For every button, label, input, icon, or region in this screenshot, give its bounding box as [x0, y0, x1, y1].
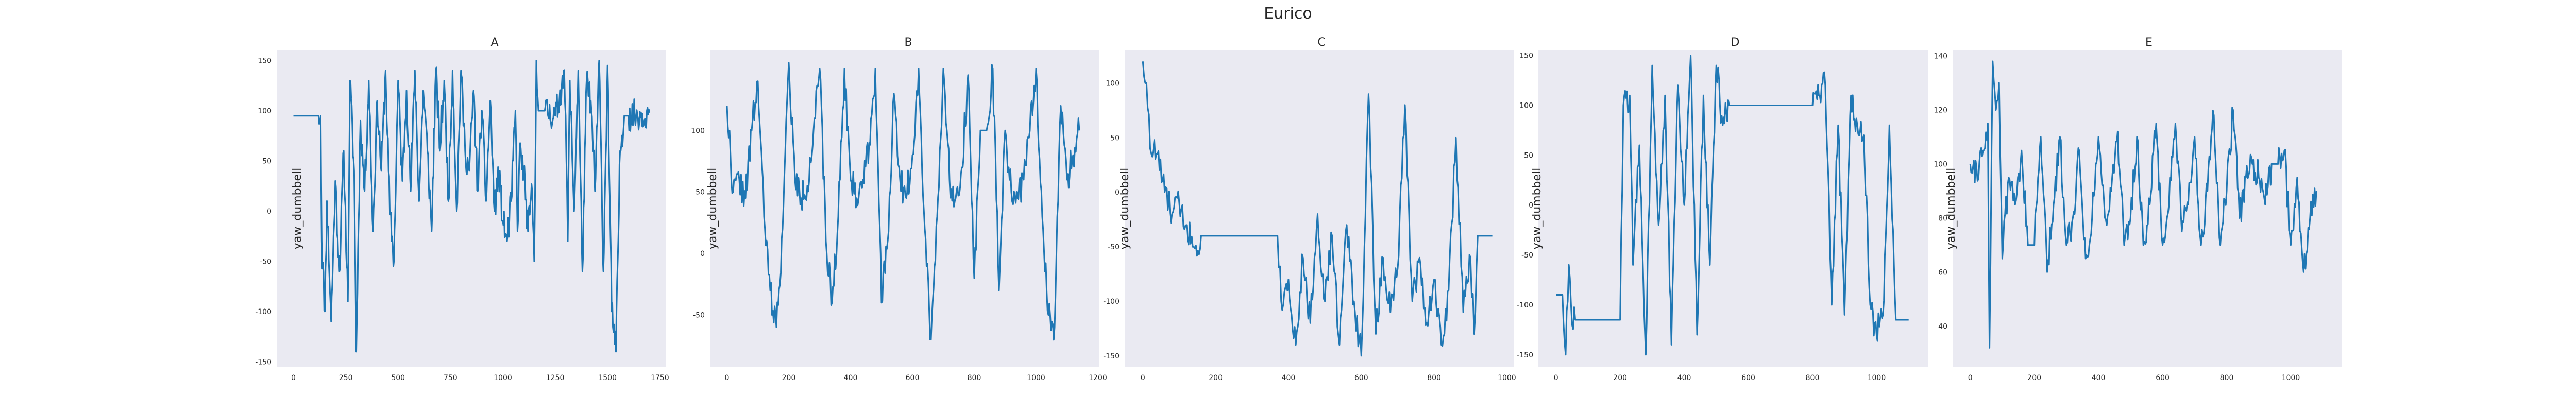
x-tick-label: 800: [2220, 374, 2234, 382]
x-tick-label: 800: [1806, 374, 1820, 382]
series-line: [293, 60, 650, 353]
x-tick-label: 400: [2092, 374, 2106, 382]
y-tick-label: -150: [255, 358, 272, 366]
y-axis-label: yaw_dumbbell: [706, 168, 719, 250]
y-tick-label: -50: [1108, 243, 1120, 251]
y-tick-label: -150: [1517, 351, 1533, 359]
y-tick-label: 150: [258, 57, 272, 65]
x-tick-label: 200: [782, 374, 796, 382]
x-tick-label: 600: [1354, 374, 1368, 382]
y-tick-label: 50: [1524, 151, 1533, 160]
subplot-b: B yaw_dumbbell 0 200 400 600 800 1000 1200 -50 0…: [691, 36, 1107, 382]
x-tick-label: 1000: [494, 374, 512, 382]
y-tick-label: 60: [1938, 268, 1947, 277]
y-tick-label: 50: [1110, 134, 1120, 142]
x-tick-label: 800: [968, 374, 981, 382]
x-tick-label: 1750: [651, 374, 669, 382]
y-tick-label: 100: [1934, 160, 1947, 168]
x-tick-label: 1250: [546, 374, 565, 382]
y-tick-label: -50: [1521, 251, 1533, 260]
y-tick-label: 50: [262, 157, 272, 165]
y-tick-label: 0: [1529, 201, 1533, 210]
y-tick-label: 100: [1519, 102, 1533, 110]
x-tick-label: 1000: [1498, 374, 1516, 382]
x-tick-label: 600: [906, 374, 920, 382]
y-tick-label: -50: [260, 258, 272, 266]
x-tick-label: 1000: [1868, 374, 1886, 382]
y-tick-label: 50: [696, 188, 705, 197]
x-tick-label: 600: [1741, 374, 1755, 382]
x-tick-label: 400: [844, 374, 858, 382]
y-axis-label: yaw_dumbbell: [1531, 168, 1544, 250]
x-tick-label: 400: [1677, 374, 1691, 382]
subplot-a: A yaw_dumbbell 0 250 500 750 1000 1250 1500 175…: [255, 36, 669, 382]
subplot-title: A: [490, 36, 498, 49]
x-tick-label: 200: [1613, 374, 1627, 382]
x-tick-label: 250: [339, 374, 353, 382]
subplot-title: C: [1317, 36, 1325, 49]
x-tick-label: 1000: [2282, 374, 2300, 382]
y-tick-label: 0: [267, 208, 272, 216]
y-tick-label: 0: [1115, 188, 1120, 197]
x-tick-label: 600: [2156, 374, 2170, 382]
x-tick-label: 0: [291, 374, 296, 382]
x-tick-label: 0: [1968, 374, 1973, 382]
y-tick-label: -100: [255, 308, 272, 316]
y-axis-label: yaw_dumbbell: [1118, 168, 1131, 250]
x-tick-label: 500: [391, 374, 405, 382]
subplot-title: D: [1731, 36, 1740, 49]
plot-area: [1953, 50, 2342, 367]
subplot-title: E: [2145, 36, 2153, 49]
series-line: [1142, 61, 1493, 357]
y-tick-label: 80: [1938, 214, 1947, 222]
x-tick-label: 400: [1282, 374, 1296, 382]
y-tick-label: 100: [691, 127, 705, 135]
series-line: [1969, 60, 2317, 349]
figure-title: Eurico: [1264, 5, 1312, 23]
subplot-title: B: [904, 36, 912, 49]
series-line: [1556, 55, 1909, 356]
plot-area: [1125, 50, 1514, 367]
series-line: [726, 62, 1080, 341]
y-tick-label: 140: [1934, 52, 1947, 60]
subplot-c: C yaw_dumbbell 0 200 400 600 800 1000-150-100…: [1103, 36, 1516, 382]
x-tick-label: 800: [1427, 374, 1441, 382]
x-tick-label: 0: [1141, 374, 1145, 382]
y-tick-label: 100: [1106, 80, 1120, 88]
plot-area: [710, 50, 1099, 367]
x-tick-label: 0: [1554, 374, 1558, 382]
x-tick-label: 1500: [598, 374, 617, 382]
subplot-d: D yaw_dumbbell 0 200 400 600 800 1000-150-100…: [1517, 36, 1928, 382]
y-tick-label: -150: [1103, 352, 1120, 360]
y-tick-label: 40: [1938, 322, 1947, 331]
y-tick-label: 120: [1934, 106, 1947, 114]
x-tick-label: 0: [725, 374, 730, 382]
y-tick-label: 100: [258, 107, 272, 115]
y-axis-label: yaw_dumbbell: [291, 168, 304, 250]
y-tick-label: 150: [1519, 52, 1533, 60]
x-tick-label: 200: [1209, 374, 1223, 382]
y-tick-label: 0: [700, 250, 705, 258]
x-tick-label: 1000: [1027, 374, 1045, 382]
x-tick-label: 1200: [1089, 374, 1107, 382]
subplot-e: E yaw_dumbbell 0 200 400 600 800 1000 40 60 80 10…: [1934, 36, 2342, 382]
y-tick-label: -100: [1103, 298, 1120, 306]
x-tick-label: 750: [444, 374, 457, 382]
x-tick-label: 200: [2027, 374, 2041, 382]
y-tick-label: -100: [1517, 301, 1533, 310]
plot-area: [1538, 50, 1928, 367]
y-axis-label: yaw_dumbbell: [1945, 168, 1958, 250]
y-tick-label: -50: [693, 312, 705, 320]
